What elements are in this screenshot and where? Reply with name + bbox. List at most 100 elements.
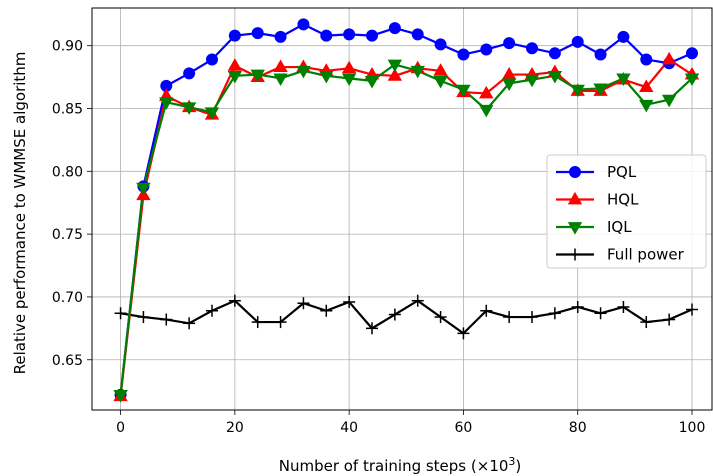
data-point-pql xyxy=(617,30,630,43)
series-line-full-power xyxy=(120,299,693,335)
y-tick-label: 0.80 xyxy=(52,164,83,180)
data-point-iql xyxy=(479,104,494,118)
data-point-pql xyxy=(228,29,241,42)
data-point-iql xyxy=(181,102,197,115)
y-tick-label: 0.90 xyxy=(52,39,83,55)
data-point-full-power xyxy=(526,311,538,324)
legend-label-full-power: Full power xyxy=(607,246,685,264)
data-point-iql xyxy=(501,78,517,91)
data-point-iql xyxy=(410,65,425,79)
data-point-iql xyxy=(616,73,631,86)
x-axis-label: Number of training steps (×103) xyxy=(279,455,522,475)
x-tick-label: 100 xyxy=(679,420,706,436)
data-point-full-power xyxy=(366,322,378,335)
data-point-iql xyxy=(387,59,403,73)
data-point-hql xyxy=(433,63,448,76)
data-point-iql xyxy=(113,390,128,403)
data-point-iql xyxy=(341,73,357,86)
data-point-iql xyxy=(456,84,471,98)
legend-marker-pql xyxy=(569,166,581,178)
data-point-hql xyxy=(479,85,494,99)
series-markers xyxy=(113,18,700,403)
data-point-full-power xyxy=(320,304,333,317)
data-point-pql xyxy=(686,47,698,60)
data-point-full-power xyxy=(548,307,561,320)
data-point-iql xyxy=(433,75,448,89)
data-point-iql xyxy=(250,69,265,83)
legend: PQL HQL IQL Full power xyxy=(546,154,707,269)
data-point-pql xyxy=(297,18,310,31)
data-point-iql xyxy=(570,84,585,98)
legend-marker-iql xyxy=(567,222,583,235)
data-point-pql xyxy=(343,28,356,41)
plot-frame xyxy=(91,7,713,411)
x-axis-label-main: Number of training steps (×10 xyxy=(279,457,509,475)
data-point-iql xyxy=(136,182,151,196)
data-point-hql xyxy=(387,68,403,81)
data-point-full-power xyxy=(411,294,424,307)
data-point-iql xyxy=(524,74,540,88)
data-point-full-power xyxy=(457,327,470,340)
data-point-full-power xyxy=(183,317,196,330)
data-point-pql xyxy=(480,43,493,56)
x-tick-label: 40 xyxy=(340,420,358,436)
data-point-pql xyxy=(548,47,561,60)
data-point-full-power xyxy=(663,313,676,326)
data-point-full-power xyxy=(343,295,356,308)
data-point-hql xyxy=(661,51,677,65)
data-point-hql xyxy=(341,60,357,74)
data-point-hql xyxy=(273,59,288,72)
data-point-full-power xyxy=(594,307,607,320)
data-point-full-power xyxy=(388,308,401,321)
data-point-full-power xyxy=(137,311,150,324)
data-point-iql xyxy=(227,70,243,84)
data-point-iql xyxy=(159,97,174,110)
y-axis-label: Relative performance to WMMSE algorithm xyxy=(11,52,29,375)
legend-box xyxy=(546,154,707,269)
data-point-full-power xyxy=(503,311,516,324)
data-point-pql xyxy=(366,29,378,42)
data-point-iql xyxy=(273,73,288,86)
data-point-pql xyxy=(320,29,333,42)
data-point-full-power xyxy=(571,300,584,313)
data-point-iql xyxy=(593,83,608,97)
data-point-full-power xyxy=(160,313,173,326)
data-point-pql xyxy=(206,53,218,66)
data-point-full-power xyxy=(640,316,653,329)
data-point-pql xyxy=(594,48,607,61)
legend-marker-full-power xyxy=(569,248,581,261)
data-point-full-power xyxy=(480,304,493,317)
data-point-iql xyxy=(661,94,677,108)
y-tick-label: 0.75 xyxy=(52,227,83,243)
data-point-iql xyxy=(296,65,311,79)
data-point-pql xyxy=(457,48,470,61)
x-tick-label: 80 xyxy=(569,420,587,436)
y-tick-label: 0.65 xyxy=(52,353,83,369)
x-tick-label: 20 xyxy=(226,420,244,436)
data-point-full-power xyxy=(686,303,698,316)
data-point-full-power xyxy=(617,300,630,313)
data-point-iql xyxy=(639,99,654,113)
data-point-pql xyxy=(526,42,538,55)
data-point-iql xyxy=(204,107,220,120)
legend-label-hql: HQL xyxy=(607,191,639,209)
data-point-full-power xyxy=(297,297,310,310)
data-point-pql xyxy=(434,38,447,51)
x-tick-label: 0 xyxy=(116,420,125,436)
x-axis-label-tail: ) xyxy=(515,457,521,475)
data-point-iql xyxy=(547,70,563,84)
data-point-pql xyxy=(274,30,287,43)
data-point-full-power xyxy=(274,316,287,329)
y-tick-label: 0.85 xyxy=(52,102,83,118)
data-point-full-power xyxy=(434,311,447,324)
data-point-pql xyxy=(640,53,653,66)
data-point-full-power xyxy=(206,304,218,317)
data-point-pql xyxy=(411,28,424,41)
x-tick-label: 60 xyxy=(455,420,473,436)
data-point-full-power xyxy=(251,316,264,329)
data-point-hql xyxy=(639,79,654,93)
data-point-iql xyxy=(319,70,334,84)
axis-ticks: 0 20 40 60 80 100 0.65 0.70 0.75 0.80 0.85 0.90 xyxy=(52,39,706,436)
data-point-pql xyxy=(388,22,401,35)
